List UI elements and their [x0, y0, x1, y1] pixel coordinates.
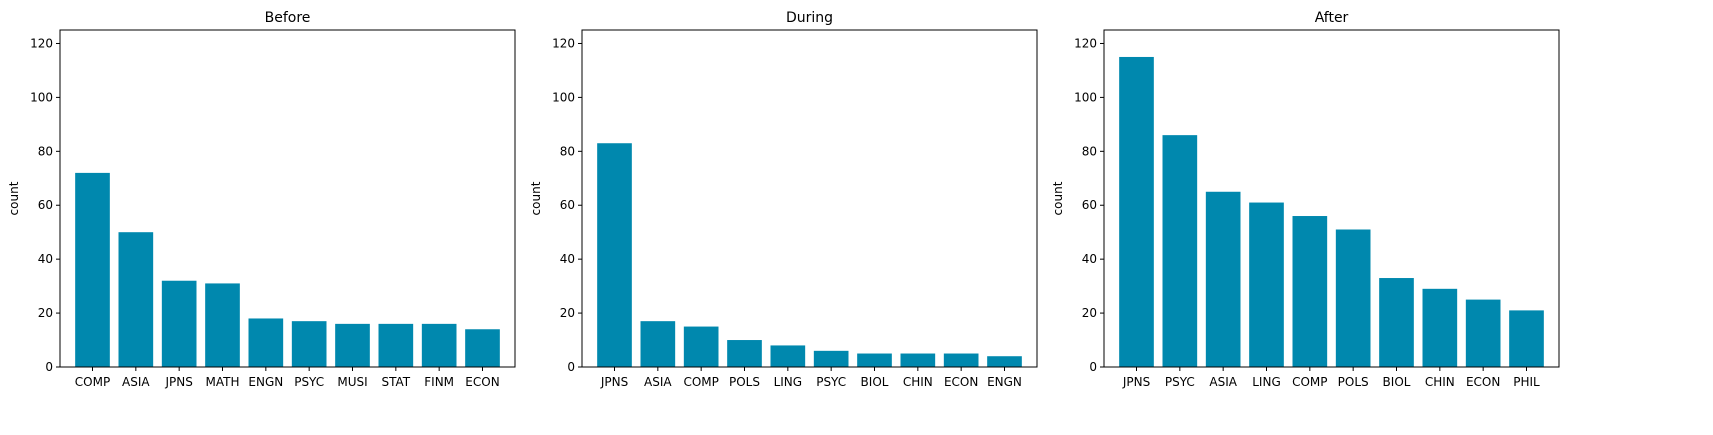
- chart-panel-0: 0 20 40 60 80 100 120 COMP ASIA JPNS MATH ENGN PSYC M…: [7, 10, 515, 389]
- x-tick-label: MUSI: [337, 375, 367, 389]
- chart-title: During: [786, 10, 833, 26]
- y-tick-label: 40: [560, 252, 575, 266]
- bar-asia: [119, 232, 154, 367]
- bar-finm: [422, 324, 457, 367]
- x-tick-label: JPNS: [164, 375, 192, 389]
- x-tick-label: PHIL: [1513, 375, 1540, 389]
- x-tick-label: LING: [774, 375, 803, 389]
- y-tick-label: 120: [552, 36, 575, 50]
- y-tick-label: 60: [38, 198, 53, 212]
- x-tick-label: LING: [1252, 375, 1281, 389]
- bar-biol: [857, 354, 892, 367]
- bar-jpns: [597, 143, 632, 367]
- y-tick-label: 0: [45, 360, 53, 374]
- x-tick-label: CHIN: [1425, 375, 1455, 389]
- bar-psyc: [292, 321, 327, 367]
- bar-pols: [727, 340, 762, 367]
- chart-title: Before: [265, 10, 311, 26]
- y-tick-label: 120: [1074, 36, 1097, 50]
- y-axis-label: count: [529, 181, 543, 215]
- x-tick-label: BIOL: [1383, 375, 1411, 389]
- y-tick-label: 40: [1082, 252, 1097, 266]
- y-tick-label: 60: [560, 198, 575, 212]
- x-tick-label: ASIA: [1209, 375, 1237, 389]
- x-tick-label: JPNS: [1122, 375, 1150, 389]
- y-tick-label: 0: [567, 360, 575, 374]
- x-tick-label: ECON: [1466, 375, 1500, 389]
- x-tick-label: POLS: [1338, 375, 1369, 389]
- bar-engn: [249, 318, 284, 367]
- bar-comp: [1293, 216, 1328, 367]
- bar-engn: [987, 356, 1022, 367]
- x-tick-label: MATH: [206, 375, 240, 389]
- x-tick-label: ENGN: [987, 375, 1022, 389]
- bar-phil: [1509, 310, 1544, 367]
- x-tick-label: ASIA: [122, 375, 150, 389]
- y-tick-label: 100: [552, 90, 575, 104]
- x-tick-label: PSYC: [1165, 375, 1195, 389]
- bar-econ: [944, 354, 979, 367]
- bar-biol: [1379, 278, 1414, 367]
- bar-jpns: [162, 281, 197, 367]
- x-tick-label: COMP: [683, 375, 718, 389]
- chart-title: After: [1315, 10, 1349, 26]
- y-tick-label: 60: [1082, 198, 1097, 212]
- x-tick-label: ENGN: [248, 375, 283, 389]
- bar-psyc: [814, 351, 849, 367]
- bar-ling: [1249, 203, 1284, 367]
- chart-panel-1: 0 20 40 60 80 100 120 JPNS ASIA COMP POLS LING PSYC B…: [529, 10, 1037, 389]
- y-tick-label: 100: [30, 90, 53, 104]
- chart-panel-2: 0 20 40 60 80 100 120 JPNS PSYC ASIA LING COMP POLS B…: [1051, 10, 1559, 389]
- x-tick-label: ECON: [465, 375, 499, 389]
- bar-asia: [1206, 192, 1241, 367]
- bar-math: [205, 283, 240, 367]
- x-tick-label: ASIA: [644, 375, 672, 389]
- x-tick-label: FINM: [424, 375, 454, 389]
- bar-econ: [1466, 300, 1501, 367]
- bar-pols: [1336, 230, 1371, 367]
- bar-jpns: [1119, 57, 1154, 367]
- y-axis-label: count: [1051, 181, 1065, 215]
- bar-chin: [901, 354, 936, 367]
- plot-frame: [582, 30, 1037, 367]
- x-tick-label: STAT: [382, 375, 411, 389]
- x-tick-label: CHIN: [903, 375, 933, 389]
- bar-econ: [465, 329, 500, 367]
- y-tick-label: 20: [560, 306, 575, 320]
- y-tick-label: 80: [560, 144, 575, 158]
- x-tick-label: PSYC: [294, 375, 324, 389]
- bar-asia: [641, 321, 676, 367]
- bar-psyc: [1163, 135, 1198, 367]
- x-tick-label: BIOL: [861, 375, 889, 389]
- bar-ling: [771, 345, 806, 367]
- y-tick-label: 0: [1089, 360, 1097, 374]
- y-tick-label: 80: [1082, 144, 1097, 158]
- y-tick-label: 80: [38, 144, 53, 158]
- x-tick-label: JPNS: [600, 375, 628, 389]
- x-tick-label: PSYC: [816, 375, 846, 389]
- y-tick-label: 20: [38, 306, 53, 320]
- y-tick-label: 20: [1082, 306, 1097, 320]
- bar-comp: [684, 327, 719, 367]
- y-tick-label: 40: [38, 252, 53, 266]
- y-axis-label: count: [7, 181, 21, 215]
- bar-musi: [335, 324, 370, 367]
- y-tick-label: 100: [1074, 90, 1097, 104]
- x-tick-label: ECON: [944, 375, 978, 389]
- bar-stat: [379, 324, 414, 367]
- y-tick-label: 120: [30, 36, 53, 50]
- x-tick-label: COMP: [1292, 375, 1327, 389]
- bar-chin: [1423, 289, 1458, 367]
- x-tick-label: POLS: [729, 375, 760, 389]
- x-tick-label: COMP: [75, 375, 110, 389]
- bar-comp: [75, 173, 110, 367]
